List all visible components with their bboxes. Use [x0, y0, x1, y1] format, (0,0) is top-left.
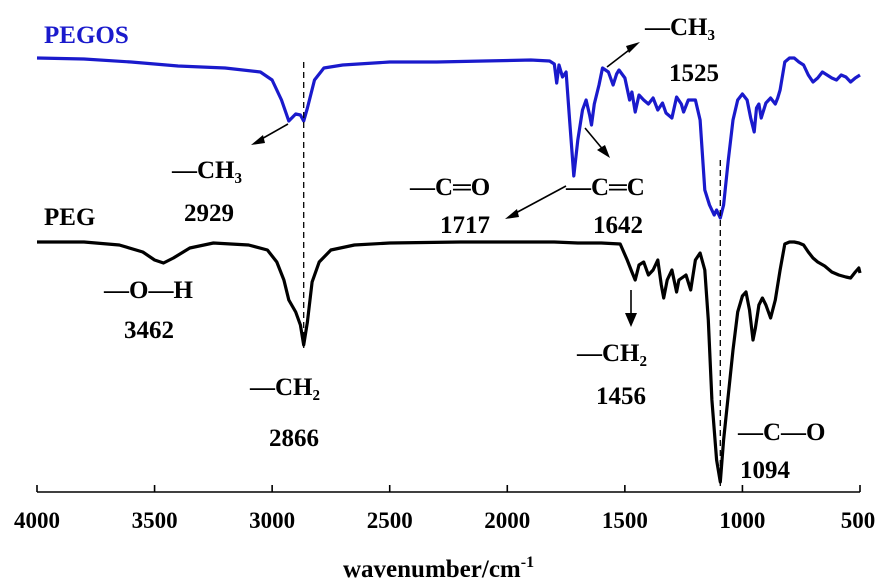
x-axis-title-superscript: -1 — [521, 554, 534, 571]
annotation-wavenumber-1456: 1456 — [596, 383, 646, 410]
arrow-head-cc-1642 — [597, 145, 610, 158]
arrow-head-ch3-2929 — [251, 135, 265, 145]
x-tick-label: 3000 — [249, 508, 295, 533]
series-label-peg: PEG — [44, 204, 95, 231]
series-line-peg — [37, 240, 862, 484]
series-line-pegos — [36, 56, 861, 220]
x-tick-label: 500 — [841, 508, 876, 533]
x-axis-title: wavenumber/cm-1 — [343, 554, 534, 583]
annotation-group-ch2-1456: —CH₂ — [576, 340, 647, 367]
annotation-wavenumber-2929: 2929 — [184, 200, 234, 227]
annotation-group-cc-1642: —C═C — [565, 174, 645, 201]
series-label-pegos: PEGOS — [44, 22, 129, 49]
x-axis-ticks: 4000 3500 3000 2500 2000 1500 1000 500 — [14, 485, 875, 533]
annotation-wavenumber-1717: 1717 — [440, 212, 490, 239]
annotation-wavenumber-1642: 1642 — [593, 212, 643, 239]
annotation-group-oh-3462: —O—H — [103, 277, 193, 304]
arrow-head-ch3-1525 — [626, 42, 640, 53]
annotation-wavenumber-2866: 2866 — [269, 425, 319, 452]
annotation-wavenumber-1094: 1094 — [740, 457, 791, 484]
annotation-group-ch2-2866: —CH₂ — [249, 374, 320, 401]
arrow-head-co-1717 — [505, 209, 519, 219]
x-axis-title-text: wavenumber/cm — [343, 556, 521, 583]
annotation-wavenumber-3462: 3462 — [124, 317, 174, 344]
annotation-arrows — [251, 42, 640, 327]
x-tick-label: 2500 — [367, 508, 413, 533]
annotation-group-co-1717: —C═O — [409, 174, 490, 201]
annotation-wavenumber-1525: 1525 — [669, 60, 719, 87]
annotation-group-co-1094: —C—O — [737, 419, 826, 446]
x-tick-label: 4000 — [14, 508, 60, 533]
x-tick-label: 3500 — [132, 508, 178, 533]
x-tick-label: 1500 — [602, 508, 648, 533]
annotation-group-ch3-1525: —CH₃ — [644, 14, 715, 41]
x-tick-label: 2000 — [484, 508, 530, 533]
arrow-head-ch2-1456 — [625, 313, 637, 327]
x-tick-label: 1000 — [719, 508, 765, 533]
arrow-co-1717 — [511, 185, 567, 216]
annotation-group-ch3-2929: —CH₃ — [171, 157, 242, 184]
